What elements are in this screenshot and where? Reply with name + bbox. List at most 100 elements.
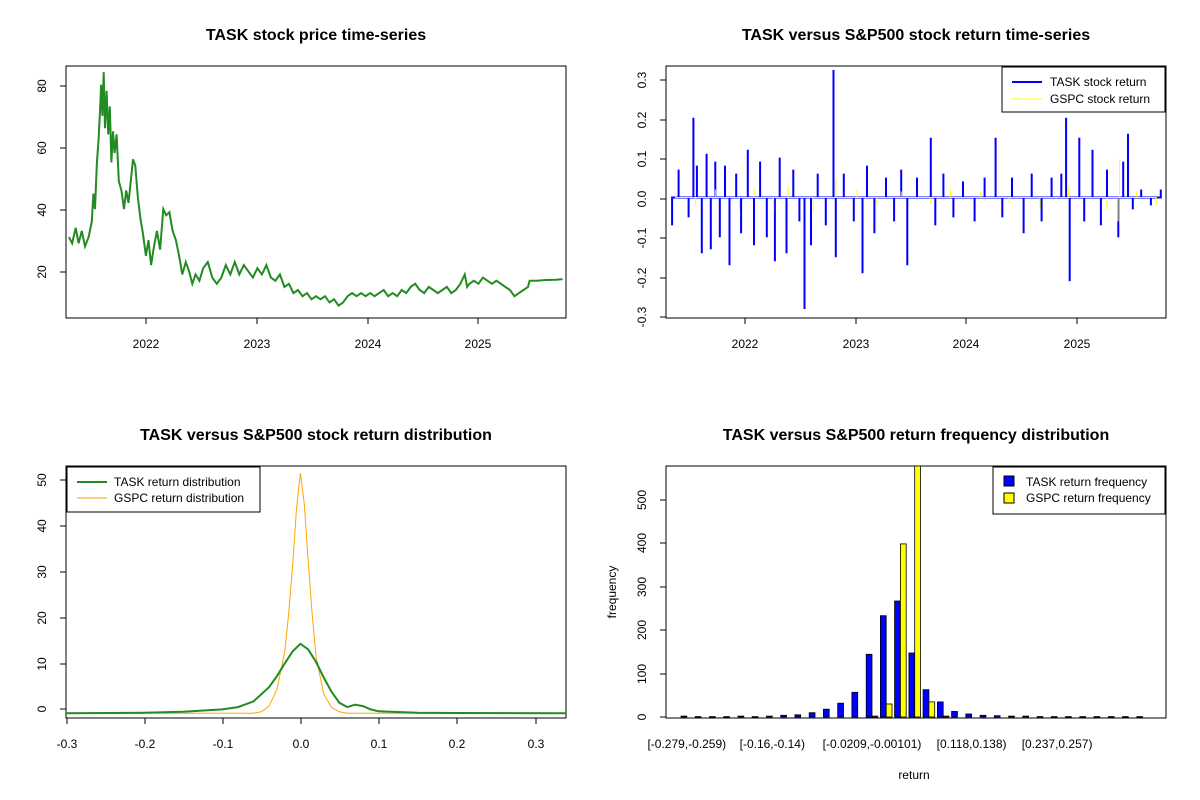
panel-density: TASK versus S&P500 stock return distribu…: [35, 427, 567, 751]
returns-y-tick-label: 0.3: [635, 71, 649, 88]
histogram-y-tick-label: 0: [635, 713, 649, 720]
task-frequency-bar: [951, 711, 958, 718]
task-frequency-bar: [865, 653, 873, 718]
returns-title: TASK versus S&P500 stock return time-ser…: [742, 27, 1090, 44]
density-legend: TASK return distribution GSPC return dis…: [66, 466, 261, 513]
price-x-tick-label: 2022: [133, 337, 160, 351]
legend-label-gspc-density: GSPC return distribution: [114, 491, 244, 505]
task-frequency-bar: [1050, 716, 1058, 718]
price-x-axis: 2022 2023 2024 2025: [133, 318, 492, 351]
gspc-frequency-bar: [900, 543, 907, 718]
legend-label-gspc-return: GSPC stock return: [1050, 92, 1150, 106]
task-frequency-bar: [979, 714, 987, 718]
density-y-tick-label: 0: [35, 705, 49, 712]
density-x-tick-label: 0.2: [449, 737, 466, 751]
price-y-tick-label: 60: [35, 141, 49, 155]
price-x-tick-label: 2023: [244, 337, 271, 351]
task-frequency-bar: [837, 702, 844, 718]
density-y-tick-label: 50: [35, 473, 49, 487]
histogram-y-axis-label: frequency: [605, 566, 619, 619]
task-frequency-bar: [751, 716, 759, 718]
task-frequency-bar: [680, 715, 688, 718]
histogram-x-axis-label: return: [898, 768, 929, 782]
histogram-legend: TASK return frequency GSPC return freque…: [992, 466, 1166, 515]
task-frequency-bar: [1008, 715, 1015, 718]
legend-label-gspc-frequency: GSPC return frequency: [1026, 491, 1151, 505]
task-frequency-bar: [1122, 716, 1129, 718]
returns-legend: TASK stock return GSPC stock return: [1001, 66, 1166, 113]
task-frequency-bar: [1093, 716, 1101, 718]
histogram-y-tick-label: 400: [635, 533, 649, 553]
histogram-bars: [680, 465, 1144, 718]
task-frequency-bar: [880, 615, 887, 718]
returns-x-tick-label: 2022: [732, 337, 759, 351]
task-frequency-bar: [709, 716, 716, 718]
histogram-x-tick-label: [-0.279,-0.259): [647, 737, 726, 751]
gspc-frequency-bar: [942, 715, 950, 718]
legend-label-task-return: TASK stock return: [1050, 75, 1146, 89]
panel-returns: TASK versus S&P500 stock return time-ser…: [635, 27, 1167, 351]
task-frequency-bar: [993, 715, 1001, 718]
returns-y-tick-label: 0.1: [635, 150, 649, 167]
density-x-tick-label: 0.3: [528, 737, 545, 751]
task-frequency-bar: [780, 714, 787, 718]
task-frequency-bar: [1079, 716, 1087, 718]
task-frequency-bar: [965, 713, 972, 718]
task-frequency-bar: [766, 715, 773, 718]
task-frequency-bar: [851, 691, 859, 718]
task-density-curve: [65, 642, 567, 715]
price-x-tick-label: 2024: [355, 337, 382, 351]
task-frequency-bar: [908, 652, 916, 718]
density-x-tick-label: -0.1: [213, 737, 234, 751]
task-frequency-bar: [1036, 716, 1044, 718]
returns-y-tick-label: -0.1: [635, 227, 649, 248]
price-title: TASK stock price time-series: [206, 27, 426, 44]
legend-swatch-task-frequency: [1003, 475, 1015, 487]
histogram-x-tick-label: [0.237,0.257): [1022, 737, 1093, 751]
density-y-tick-label: 40: [35, 519, 49, 533]
returns-x-tick-label: 2023: [843, 337, 870, 351]
gspc-frequency-bar: [871, 715, 879, 718]
histogram-y-tick-label: 500: [635, 490, 649, 510]
histogram-title: TASK versus S&P500 return frequency dist…: [723, 427, 1109, 444]
density-plot-frame: [65, 465, 567, 719]
density-x-tick-label: 0.0: [293, 737, 310, 751]
legend-label-task-frequency: TASK return frequency: [1026, 475, 1147, 489]
density-legend-box: [66, 466, 261, 513]
histogram-x-tick-label: [-0.0209,-0.00101): [823, 737, 922, 751]
density-y-tick-label: 10: [35, 657, 49, 671]
returns-y-tick-label: 0.2: [635, 111, 649, 128]
density-x-tick-label: -0.3: [57, 737, 78, 751]
task-frequency-bar: [823, 708, 830, 718]
returns-plot-frame: [665, 65, 1167, 319]
price-y-tick-label: 40: [35, 203, 49, 217]
returns-legend-box: [1001, 66, 1166, 113]
task-frequency-bar: [922, 689, 930, 718]
density-x-axis: -0.3 -0.2 -0.1 0.0 0.1 0.2 0.3: [57, 718, 545, 751]
price-y-axis: 20 40 60 80: [35, 79, 66, 279]
returns-x-tick-label: 2025: [1064, 337, 1091, 351]
task-frequency-bar: [794, 714, 802, 718]
legend-swatch-gspc-frequency: [1003, 492, 1015, 504]
density-y-tick-label: 20: [35, 611, 49, 625]
panel-histogram: TASK versus S&P500 return frequency dist…: [605, 427, 1167, 782]
histogram-x-tick-label: [-0.16,-0.14): [740, 737, 805, 751]
task-frequency-bar: [1136, 716, 1144, 718]
price-x-tick-label: 2025: [465, 337, 492, 351]
density-y-axis: 0 10 20 30 40 50: [35, 473, 66, 712]
density-y-tick-label: 30: [35, 565, 49, 579]
task-frequency-bar: [1065, 716, 1072, 718]
price-y-tick-label: 20: [35, 265, 49, 279]
histogram-y-tick-label: 300: [635, 577, 649, 597]
task-frequency-bar: [694, 716, 702, 718]
price-series-line: [68, 72, 563, 307]
price-y-tick-label: 80: [35, 79, 49, 93]
gspc-frequency-bar: [928, 701, 936, 718]
gspc-frequency-bar: [914, 465, 921, 718]
task-frequency-bar: [1107, 716, 1115, 718]
task-frequency-bar: [937, 701, 944, 718]
returns-y-axis: -0.3 -0.2 -0.1 0.0 0.1 0.2 0.3: [635, 71, 666, 327]
density-title: TASK versus S&P500 stock return distribu…: [140, 427, 492, 444]
gspc-density-curve: [66, 473, 566, 714]
price-plot-frame: [65, 65, 567, 319]
